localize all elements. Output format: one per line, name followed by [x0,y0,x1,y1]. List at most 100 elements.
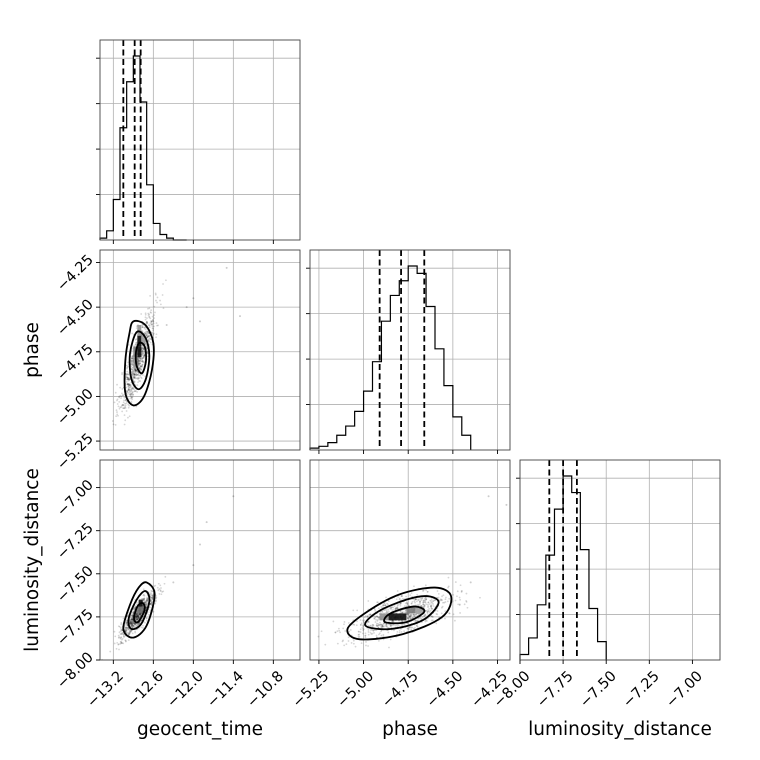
sample-point [133,372,136,375]
sample-point [359,619,362,621]
sample-point [117,414,119,417]
sample-point [128,383,131,386]
sample-point [134,369,136,371]
sample-point [422,590,424,592]
sample-point [146,599,149,602]
sample-point [138,360,141,363]
sample-point [361,626,364,629]
y-tick-label-phase: −5.25 [54,431,97,474]
sample-point [153,317,156,320]
sample-point [139,365,142,368]
sample-point [128,384,131,387]
sample-point [151,598,154,600]
sample-point [142,606,145,609]
sample-point [397,607,399,610]
sample-point [147,307,149,310]
sample-point [128,378,131,381]
sample-point [429,609,432,612]
sample-point [417,598,420,601]
sample-point [436,613,439,616]
sample-point [142,599,145,602]
y-tick-label-phase: −4.75 [54,341,97,384]
sample-point [423,615,426,618]
sample-point [132,612,135,614]
sample-point [151,325,154,328]
sample-point [132,622,135,625]
sample-point [385,596,387,599]
sample-point [147,324,150,326]
sample-point [413,614,416,617]
sample-point [145,617,148,619]
sample-point [396,624,398,627]
sample-point [131,623,133,626]
sample-point [424,596,427,599]
sample-point [159,303,162,306]
sample-point [394,608,397,610]
sample-point [371,623,374,626]
sample-point [150,321,153,323]
sample-point [149,606,151,609]
sample-point [147,338,150,341]
sample-point [136,391,139,393]
sample-point [138,613,140,616]
sample-point [128,393,131,395]
sample-point [140,369,143,371]
sample-point [410,614,413,616]
sample-point [130,623,133,625]
sample-point [396,606,398,609]
sample-point [432,599,435,602]
sample-point [378,623,381,626]
sample-point [137,363,140,365]
sample-point [130,618,133,621]
sample-point [135,623,137,626]
sample-point [125,410,128,412]
sample-point [353,623,356,626]
sample-point [396,590,399,592]
sample-point [131,616,134,619]
sample-point [152,595,154,598]
sample-point [125,376,128,379]
sample-point [139,365,142,368]
sample-point [133,388,135,391]
sample-point [376,616,379,618]
sample-point [124,399,127,402]
sample-point [137,360,140,363]
sample-point [352,642,355,645]
sample-point [137,356,140,359]
sample-point [130,359,133,362]
sample-point [422,601,424,604]
sample-point [124,399,127,402]
sample-point [409,617,412,619]
sample-point [424,619,427,622]
sample-point [369,631,372,634]
sample-point [146,599,149,602]
sample-point [141,346,144,349]
sample-point [369,614,372,616]
sample-point [406,617,409,620]
sample-point [116,411,118,413]
sample-point [126,376,129,379]
sample-point [343,644,346,647]
sample-point [357,636,360,638]
sample-point [137,617,140,620]
sample-point [142,588,145,591]
sample-point [135,325,138,328]
sample-point [439,599,442,602]
sample-point [148,307,151,310]
sample-point [139,359,142,361]
sample-point [135,374,138,377]
sample-point [151,590,153,593]
sample-point [411,626,414,629]
sample-point [136,616,138,619]
sample-point [128,632,131,635]
sample-point [145,603,147,605]
sample-point [337,627,340,630]
sample-point [138,364,141,367]
sample-point [115,409,118,412]
sample-point [413,585,415,588]
sample-point [130,621,132,623]
sample-point [406,603,409,605]
sample-point [130,385,133,388]
sample-point [426,590,429,593]
sample-point [415,613,417,616]
